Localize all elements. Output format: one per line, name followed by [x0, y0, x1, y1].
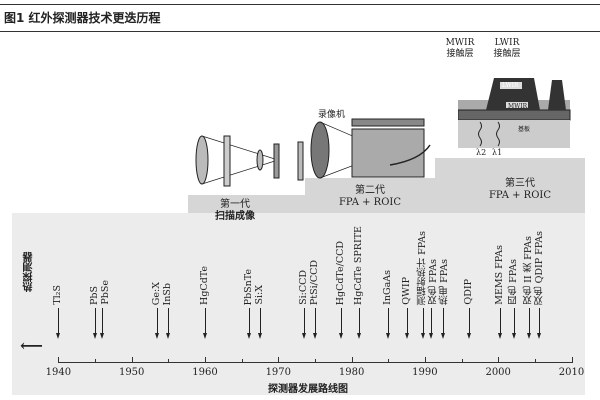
event-label: 测辐射热计 FPAs	[416, 230, 428, 305]
figure-caption: 探测器发展路线图	[268, 384, 348, 395]
gen2-step	[305, 178, 435, 213]
axis-tick	[351, 357, 353, 363]
axis-tick	[534, 359, 536, 363]
event-label: 四色 FPAs	[508, 259, 520, 305]
event-label: 双色 II 类 FPAs	[522, 236, 534, 305]
axis-tick	[461, 359, 463, 363]
event-label: PbSnTe	[242, 268, 254, 305]
axis-tick	[241, 359, 243, 363]
event-arrow	[301, 308, 306, 339]
event-label: 热电 FPAs	[438, 259, 450, 305]
event-arrow	[526, 308, 531, 339]
dual-band-structure-illustration	[458, 78, 571, 148]
camera-label: 录像机	[318, 110, 346, 120]
event-label: PtSi/CCD	[308, 259, 320, 305]
event-label: InGaAs	[382, 270, 394, 305]
lwir-layer-label: LWIR	[502, 82, 519, 89]
gen1-step	[188, 195, 305, 213]
lambda2-label: λ2	[476, 148, 487, 157]
event-arrow	[93, 308, 98, 339]
gen2-label: 第二代 FPA + ROIC	[338, 185, 402, 208]
left-arrow-icon: ⟵	[20, 336, 43, 355]
event-arrow	[56, 308, 61, 339]
mwir-layer-label: MWIR	[508, 103, 528, 110]
event-arrow	[312, 308, 317, 339]
thermal-detector-label: 热探测器	[24, 252, 35, 292]
event-arrow	[420, 308, 425, 339]
scanning-imaging-illustration	[195, 135, 304, 187]
event-arrow	[512, 308, 517, 339]
timeline-panel	[12, 213, 585, 395]
axis-tick	[424, 357, 426, 363]
event-arrow	[155, 308, 160, 339]
event-arrow	[166, 308, 171, 339]
event-label: InSb	[162, 282, 174, 305]
staring-fpa-illustration	[310, 118, 431, 179]
axis-tick-label: 2010	[558, 367, 585, 378]
event-label: 双色 QDIP FPAs	[533, 230, 545, 305]
event-label: Si:X	[253, 285, 265, 305]
gen1-label: 第一代 扫描成像	[215, 199, 255, 222]
event-label: MEMS FPAs	[494, 245, 506, 305]
event-label: HgCdTe	[199, 266, 210, 305]
title-rule	[0, 31, 600, 32]
axis-tick-label: 1960	[192, 367, 218, 378]
event-label: QDIP	[462, 279, 474, 305]
lambda1-label: λ1	[492, 148, 503, 157]
event-arrow	[338, 308, 343, 339]
event-arrow	[386, 308, 391, 339]
event-arrow	[100, 308, 105, 339]
axis-tick	[95, 359, 97, 363]
event-label: Ge:X	[151, 281, 163, 305]
axis-tick-label: 1990	[412, 367, 438, 378]
axis-tick-label: 1970	[265, 367, 292, 378]
event-label: 双色 FPAs	[427, 259, 439, 305]
axis-tick	[498, 357, 500, 363]
substrate-label: 基板	[518, 126, 531, 133]
event-label: HgCdTe/CCD	[334, 240, 346, 305]
axis-tick-label: 1980	[338, 367, 365, 378]
top-rule	[0, 4, 600, 5]
axis-tick-label: 1950	[118, 367, 145, 378]
axis-tick	[571, 357, 573, 363]
event-arrow	[404, 308, 409, 339]
event-label: PbS	[89, 286, 101, 305]
event-label: Si:CCD	[297, 270, 309, 305]
event-arrow	[537, 308, 542, 339]
axis-tick	[131, 357, 133, 363]
event-arrow	[428, 308, 433, 339]
axis-tick-label: 1940	[45, 367, 72, 378]
axis-tick-label: 2000	[485, 367, 511, 378]
event-arrow	[203, 308, 207, 339]
event-arrow	[246, 308, 251, 339]
event-label: Tl₂S	[52, 285, 64, 305]
axis-tick	[205, 357, 206, 363]
event-label: PbSe	[100, 280, 112, 305]
mwir-contact-label: MWIR 接触层	[445, 38, 475, 59]
event-arrow	[356, 308, 361, 339]
lwir-contact-label: LWIR 接触层	[493, 38, 521, 59]
axis-tick	[388, 359, 390, 363]
figure-title: 图1 红外探测器技术更迭历程	[4, 11, 161, 25]
event-label: QWIP	[400, 277, 412, 305]
event-label: HgCdTe SPRITE	[352, 225, 364, 305]
event-arrow	[257, 308, 262, 339]
event-arrow	[498, 308, 503, 339]
gen3-label: 第三代 FPA + ROIC	[488, 178, 552, 201]
axis-tick	[314, 359, 316, 363]
gen3-step	[435, 158, 585, 213]
event-arrow	[466, 308, 471, 339]
axis-tick	[58, 357, 60, 363]
axis-tick	[168, 359, 170, 363]
axis-tick	[278, 357, 280, 363]
event-arrow	[441, 308, 446, 339]
